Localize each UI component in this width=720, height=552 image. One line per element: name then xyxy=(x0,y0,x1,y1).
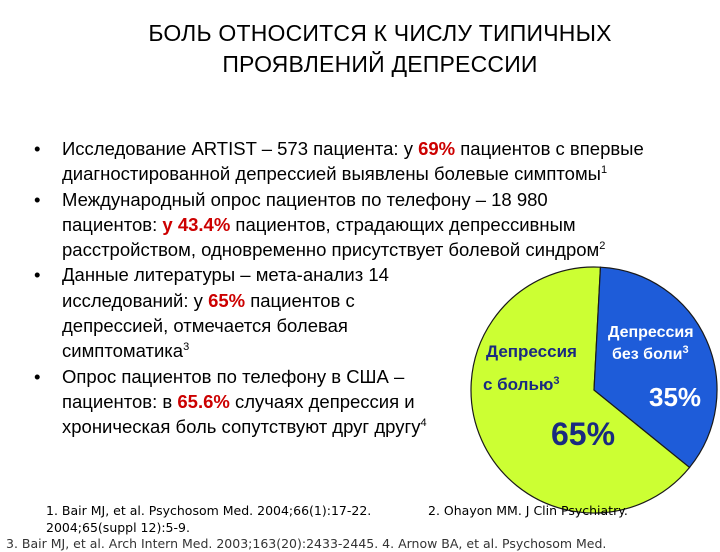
bullet-item-us-survey: • Опрос пациентов по телефону в США – па… xyxy=(34,364,457,440)
footnote-ref: 1 xyxy=(600,164,608,177)
reference-3-partial: 3. Bair MJ, et al. Arch Intern Med. 2003… xyxy=(6,536,607,551)
slice-0-label-line2: с болью3 xyxy=(483,375,560,394)
bullet-item-meta-analysis: • Данные литературы – мета-анализ 14 исс… xyxy=(34,262,437,363)
bullet-highlight: 65% xyxy=(208,289,246,311)
bullet-dot-icon: • xyxy=(34,264,41,286)
bullet-text: пациентов с депрессией, отмечается болев… xyxy=(62,289,355,362)
footnote-ref: 2 xyxy=(599,240,606,253)
footnote-ref: 3 xyxy=(183,341,190,354)
bullet-text: Опрос пациентов по телефону в США – паци… xyxy=(62,365,405,412)
bullet-item-phone-survey: • Международный опрос пациентов по телеф… xyxy=(34,187,674,263)
bullet-text: Данные литературы – мета-анализ 14 иссле… xyxy=(62,264,389,311)
bullet-dot-icon: • xyxy=(34,138,41,159)
bullet-text: Исследование ARTIST – 573 пациента: у xyxy=(62,138,419,159)
reference-2: 2. Ohayon MM. J Clin Psychiatry. xyxy=(428,503,628,518)
title-line-1: БОЛЬ ОТНОСИТСЯ К ЧИСЛУ ТИПИЧНЫХ xyxy=(148,20,612,46)
bullet-list: • Исследование ARTIST – 573 пациента: у … xyxy=(34,136,674,440)
slice-0-value: 65% xyxy=(551,416,615,452)
references: 1. Bair MJ, et al. Psychosom Med. 2004;6… xyxy=(6,502,706,551)
reference-1: 1. Bair MJ, et al. Psychosom Med. 2004;6… xyxy=(46,503,372,535)
slice-1-label-line2: без боли3 xyxy=(612,344,689,363)
bullet-dot-icon: • xyxy=(34,365,41,387)
page-title: БОЛЬ ОТНОСИТСЯ К ЧИСЛУ ТИПИЧНЫХ ПРОЯВЛЕН… xyxy=(60,18,700,80)
slice-1-label-line1: Депрессия xyxy=(608,324,694,341)
title-line-2: ПРОЯВЛЕНИЙ ДЕПРЕССИИ xyxy=(222,51,538,77)
bullet-highlight: 65.6% xyxy=(177,390,230,412)
bullet-item-artist: • Исследование ARTIST – 573 пациента: у … xyxy=(34,136,674,187)
bullet-text: пациентов с впервые диагностированной де… xyxy=(62,138,644,185)
slice-0-label-line1: Депрессия xyxy=(486,342,577,361)
bullet-highlight: 69% xyxy=(418,138,456,159)
bullet-highlight: у 43.4% xyxy=(162,213,231,235)
bullet-text: Международный опрос пациентов по телефон… xyxy=(62,188,548,235)
bullet-text: случаях депрессия и хроническая боль соп… xyxy=(62,390,421,438)
footnote-ref: 4 xyxy=(420,417,427,430)
pie-slice-without-pain xyxy=(593,266,718,469)
pie-slice-with-pain xyxy=(470,266,691,514)
slice-1-value: 35% xyxy=(649,382,701,412)
bullet-text: пациентов, страдающих депрессивным расст… xyxy=(62,213,600,261)
bullet-dot-icon: • xyxy=(34,188,41,210)
pie-chart: Депрессия с болью3 65% Депрессия без бол… xyxy=(470,266,718,514)
